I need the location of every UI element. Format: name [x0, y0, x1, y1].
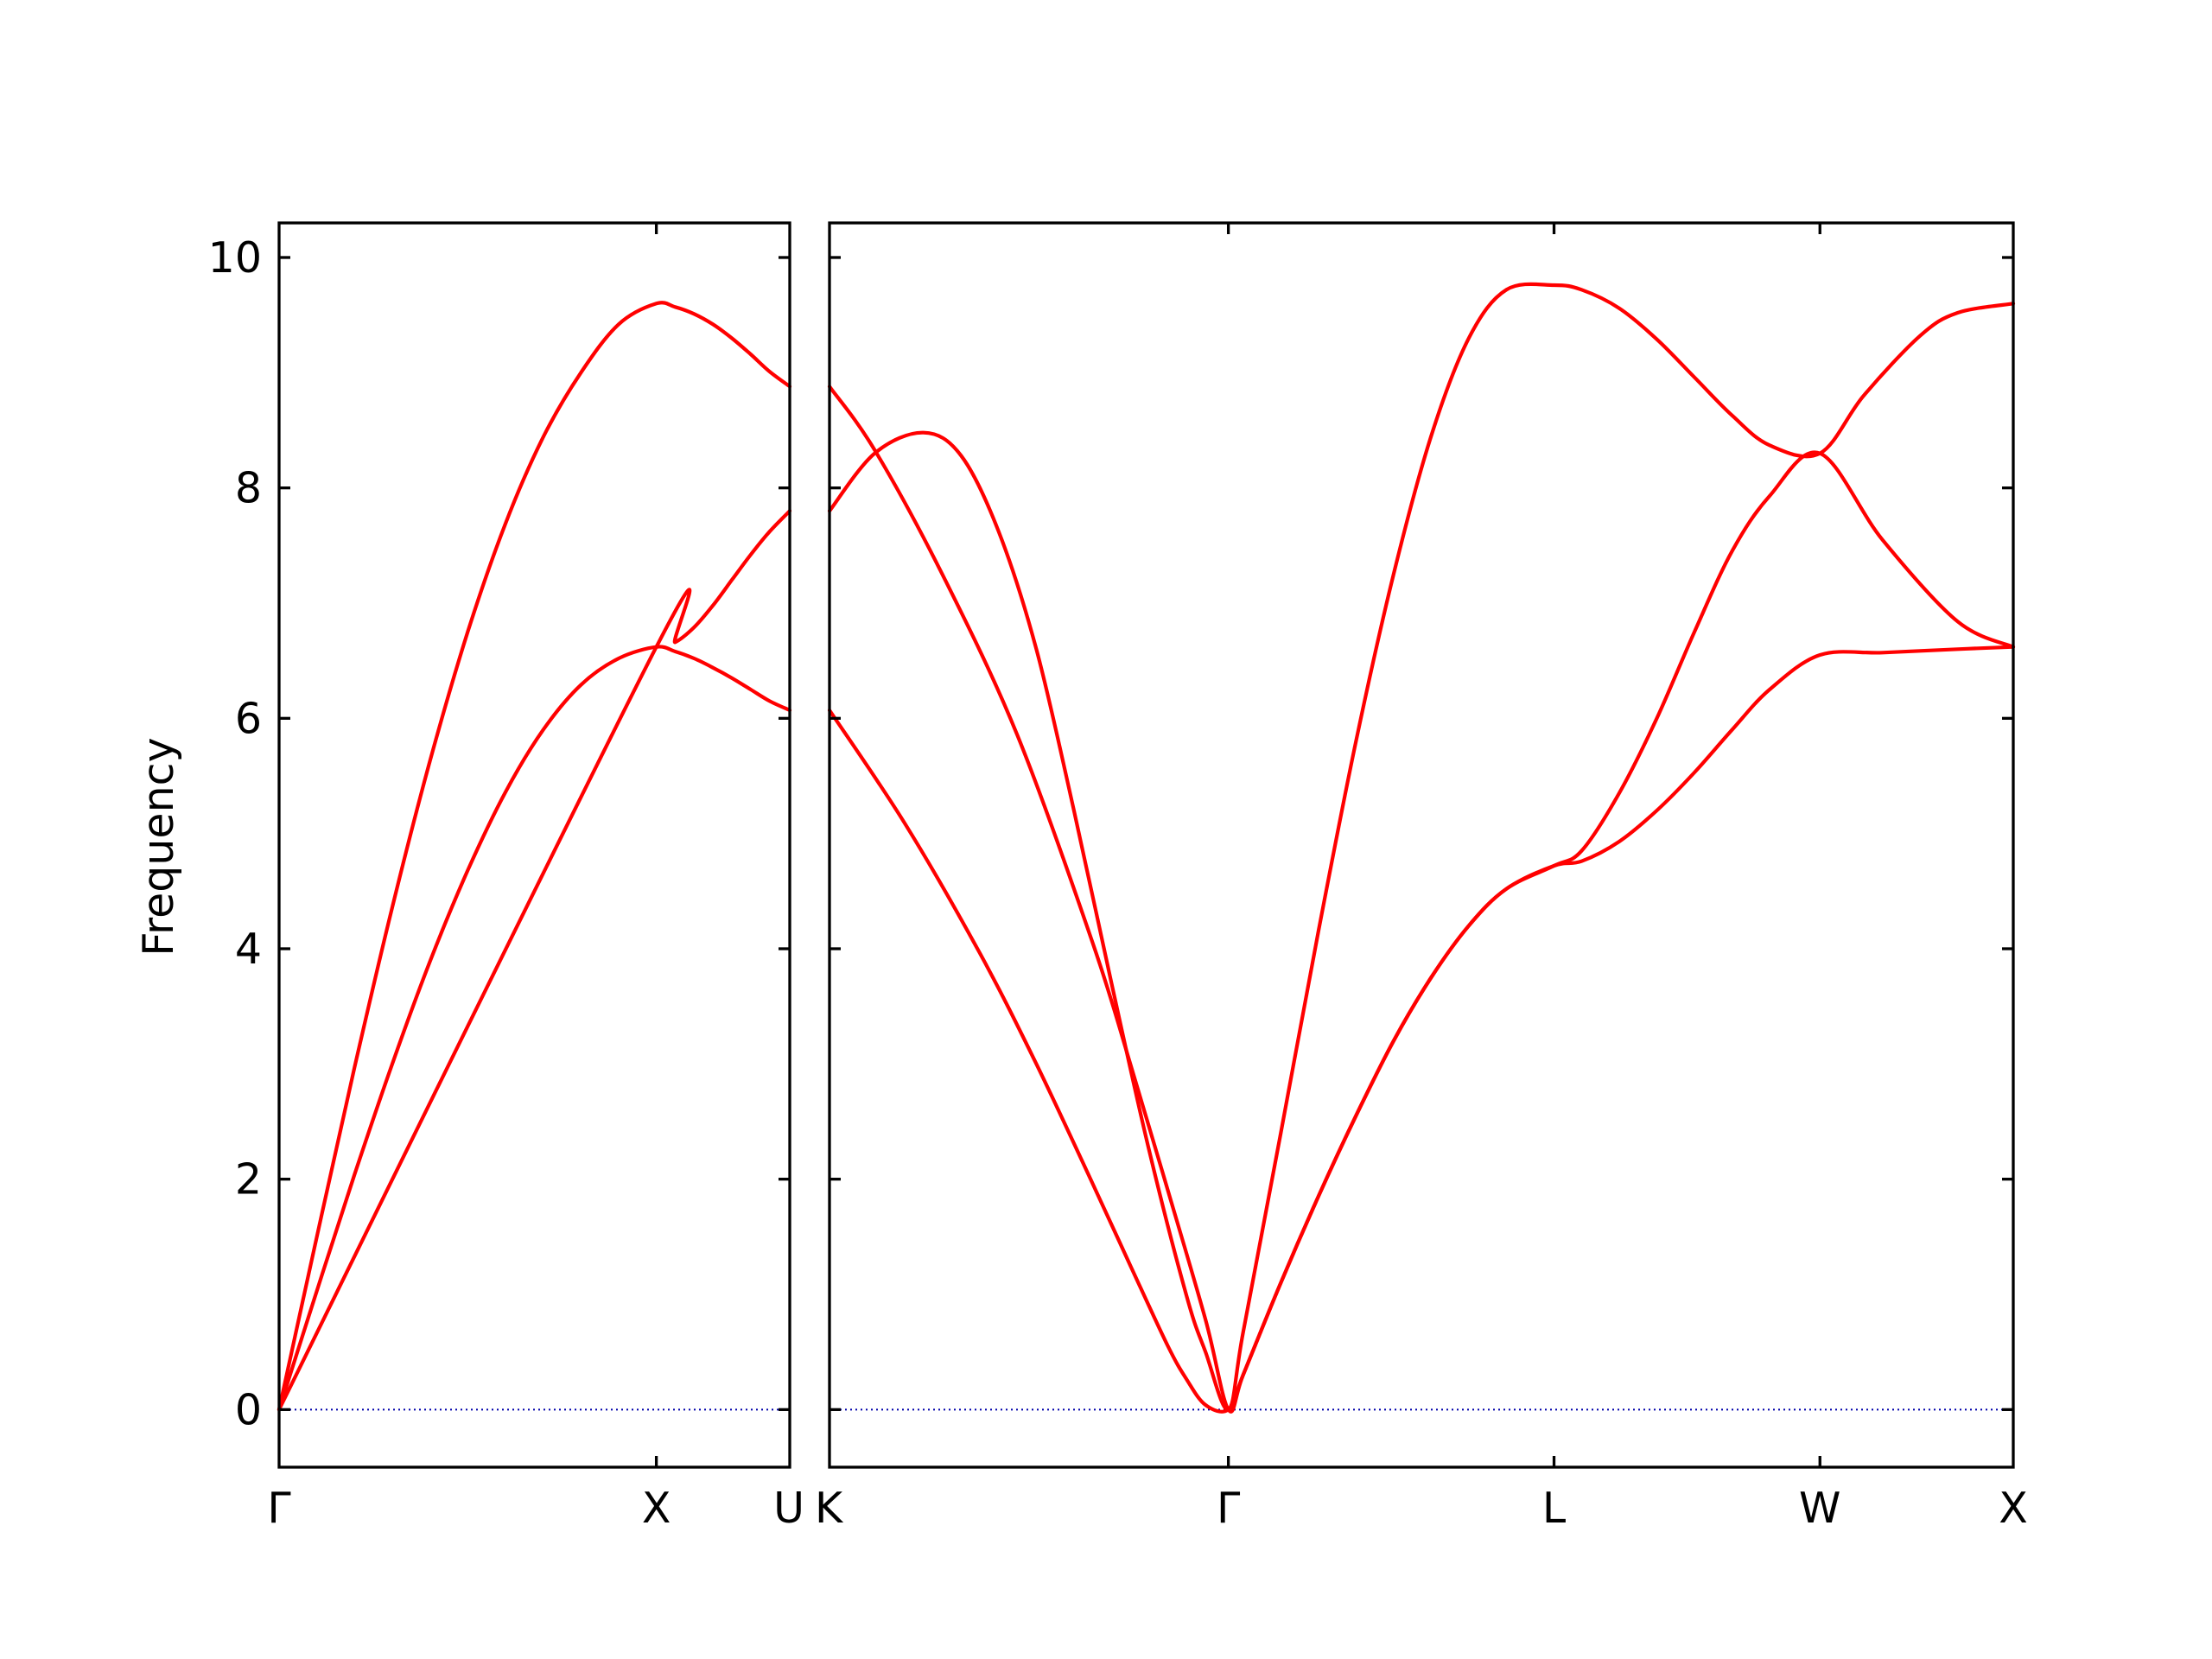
band-1: [276, 645, 792, 1412]
x-tick-label: Γ: [1217, 1484, 1241, 1533]
y-tick-label: 4: [235, 925, 262, 974]
y-tick-label: 6: [235, 694, 262, 743]
y-axis-label: Frequency: [134, 737, 183, 956]
y-tick-label: 0: [235, 1385, 262, 1434]
x-tick-label: K: [815, 1484, 844, 1533]
x-tick-label: X: [642, 1484, 671, 1533]
x-tick-label: L: [1542, 1484, 1567, 1533]
y-tick-label: 2: [235, 1155, 262, 1205]
panel-gamma-x-u: 0 2 4 6 8 10 Γ X U: [208, 221, 804, 1533]
band-3: [276, 301, 792, 1412]
x-tick-label: Γ: [267, 1484, 291, 1533]
x-tick-label: W: [1799, 1484, 1840, 1533]
y-tick-label: 8: [235, 464, 262, 513]
x-tick-label: U: [773, 1484, 804, 1533]
y-tick-label: 10: [208, 233, 262, 283]
band-1: [827, 645, 2016, 1414]
band-2: [827, 385, 2016, 1414]
plot-frame: [828, 221, 2015, 1469]
x-tick-label: X: [1999, 1484, 2028, 1533]
plot-frame: [277, 221, 791, 1469]
band-3: [827, 282, 2016, 1412]
band-2: [276, 509, 792, 1412]
